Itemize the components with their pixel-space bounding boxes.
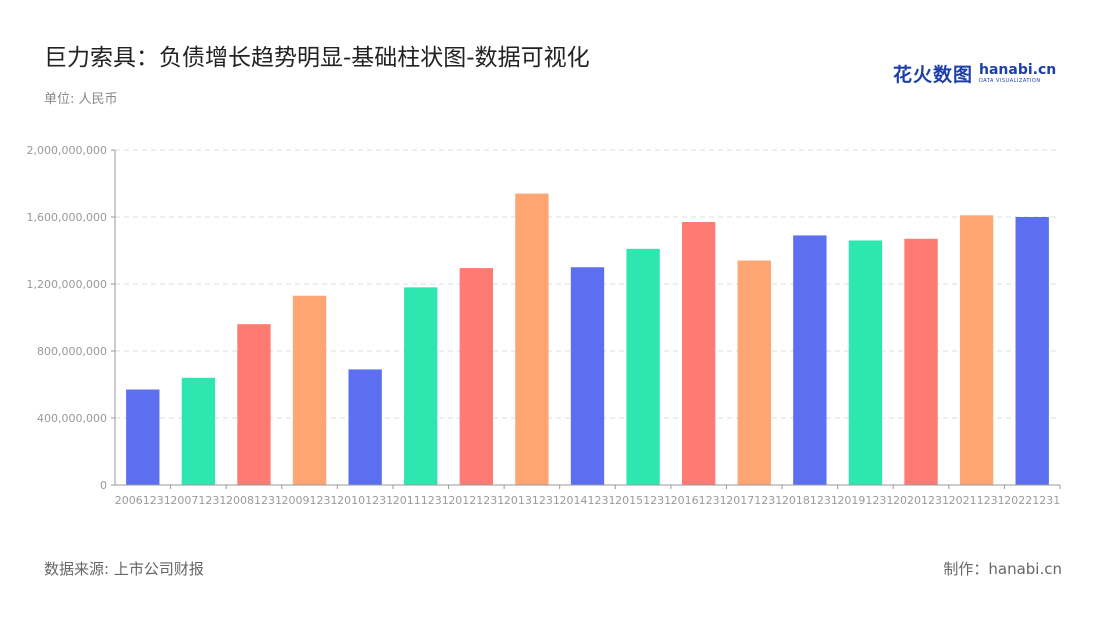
y-tick-label: 0 [100, 479, 107, 492]
bar-20211231[interactable] [959, 215, 994, 485]
logo-en-group: hanabi.cn DATA VISUALIZATION [979, 63, 1056, 84]
logo-cn-text: 花火数图 [893, 64, 974, 86]
bar-20201231[interactable] [904, 238, 938, 485]
data-source: 数据来源: 上市公司财报 [44, 560, 204, 578]
bar-layer [126, 193, 1049, 486]
maker-credit: 制作：hanabi.cn [943, 560, 1062, 578]
y-tick-label: 800,000,000 [37, 345, 107, 358]
x-tick-label: 20071231 [170, 494, 226, 507]
bar-20111231[interactable] [404, 287, 438, 485]
x-tick-label: 20111231 [393, 494, 449, 507]
x-tick-label: 20201231 [893, 494, 949, 507]
x-tick-label: 20211231 [949, 494, 1005, 507]
bar-20121231[interactable] [459, 268, 493, 485]
bar-20131231[interactable] [515, 193, 549, 486]
y-tick-label: 400,000,000 [37, 412, 107, 425]
bar-20171231[interactable] [737, 260, 771, 485]
bar-20161231[interactable] [682, 222, 716, 485]
y-tick-label: 2,000,000,000 [27, 144, 107, 157]
page-title: 巨力索具：负债增长趋势明显-基础柱状图-数据可视化 [44, 45, 590, 71]
bar-20101231[interactable] [348, 369, 382, 485]
y-tick-label: 1,600,000,000 [27, 211, 107, 224]
bar-20091231[interactable] [292, 295, 327, 485]
axis-layer: 0 400,000,000 800,000,000 1,200,000,000 1,60… [27, 144, 1061, 507]
x-tick-label: 20151231 [615, 494, 671, 507]
x-tick-label: 20181231 [782, 494, 838, 507]
unit-label: 单位: 人民币 [44, 92, 118, 107]
x-tick-label: 20091231 [282, 494, 338, 507]
bar-20081231[interactable] [237, 324, 271, 485]
bar-20141231[interactable] [570, 267, 605, 485]
logo-sub-text: DATA VISUALIZATION [979, 78, 1041, 84]
x-tick-label: 20101231 [337, 494, 393, 507]
x-tick-label: 20171231 [726, 494, 782, 507]
y-tick-label: 1,200,000,000 [27, 278, 107, 291]
x-tick-label: 20081231 [226, 494, 282, 507]
logo-en-text: hanabi.cn [979, 62, 1057, 78]
bar-20191231[interactable] [848, 240, 883, 485]
bar-20151231[interactable] [626, 248, 660, 485]
x-tick-label: 20161231 [671, 494, 727, 507]
bar-20071231[interactable] [181, 377, 216, 485]
bar-20061231[interactable] [126, 389, 160, 485]
bar-20181231[interactable] [793, 235, 827, 485]
x-tick-label: 20061231 [115, 494, 171, 507]
bar-20221231[interactable] [1015, 217, 1049, 485]
x-tick-label: 20191231 [837, 494, 893, 507]
x-tick-label: 20131231 [504, 494, 560, 507]
x-tick-label: 20221231 [1004, 494, 1060, 507]
brand-logo: 花火数图 hanabi.cn DATA VISUALIZATION [893, 60, 1056, 87]
x-tick-label: 20121231 [448, 494, 504, 507]
x-tick-label: 20141231 [560, 494, 616, 507]
